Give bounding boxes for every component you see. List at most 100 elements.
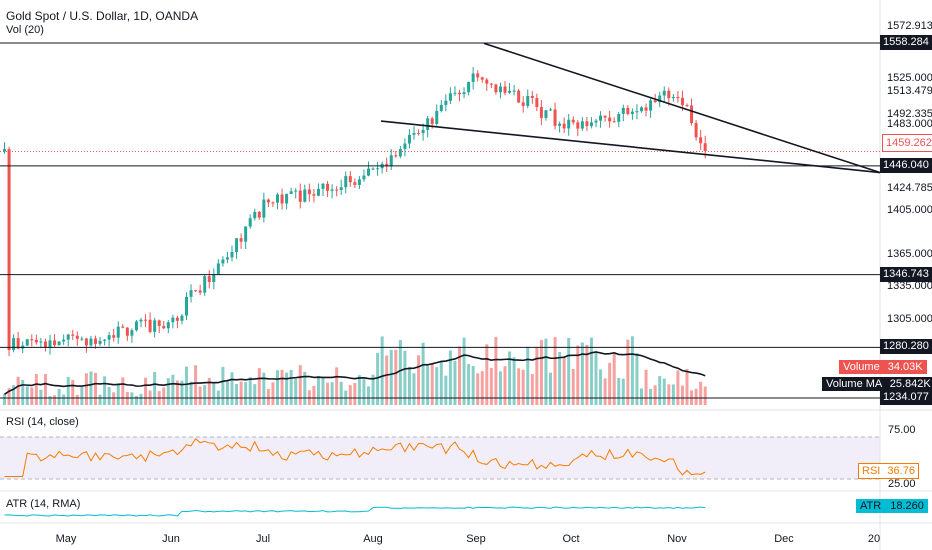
rsi-line [4,438,706,477]
trendline [380,120,881,174]
volume-bar [112,392,116,405]
candle-body [348,176,352,183]
volume-bar [430,363,434,405]
candle-body [567,119,571,129]
candle-body [244,226,248,242]
rsi-indicator-label[interactable]: RSI (14, close) [6,416,79,428]
volume-bar [498,371,502,405]
volume-bar [12,385,16,405]
volume-bar [380,336,384,405]
volume-bar [467,364,471,405]
candle-body [107,335,111,340]
volume-bar [594,350,598,405]
volume-bar [649,388,653,405]
volume-bar [298,365,302,405]
volume-bar [489,367,493,405]
candle-body [471,73,475,82]
level-badge: 1446.040 [880,157,932,173]
volume-bar [294,379,298,405]
volume-bar [230,372,234,405]
time-label: Jun [162,533,180,545]
atr-indicator-label[interactable]: ATR (14, RMA) [6,498,81,510]
rsi-band-fill [0,437,880,479]
candle-body [230,251,234,258]
candle-body [153,320,157,332]
volume-bar [276,370,279,405]
candle-body [685,105,689,107]
time-label: 20 [868,533,880,545]
trendline [483,42,881,174]
candle-body [312,194,316,196]
candle-body [125,327,129,336]
candle-body [7,149,11,351]
candle-body [367,168,370,176]
candle-body [180,315,184,321]
volume-bar [239,381,243,405]
candle-body [508,90,512,93]
volume-bar [107,387,111,405]
volume-bar [189,381,193,405]
volume-bar [121,377,125,405]
volume-bar [553,337,557,405]
candle-body [680,97,684,106]
candle-body [62,339,66,342]
candle-body [658,95,662,103]
candle-body [289,191,293,194]
volume-bar [662,378,666,405]
time-label: Nov [667,533,687,545]
candle-body [225,257,229,260]
candle-body [253,211,257,219]
candle-body [635,111,639,113]
candle-body [562,123,566,129]
volume-bar [62,394,66,405]
candle-body [171,317,175,323]
candle-body [53,340,57,346]
volume-ma-badge-value: 25.842K [889,378,931,390]
candle-body [307,189,311,195]
volume-bar [371,374,375,405]
volume-bar [580,342,584,405]
candle-body [535,98,539,108]
volume-bar [43,374,47,405]
volume-bar [444,375,448,405]
volume-indicator-label[interactable]: Vol (20) [6,24,44,36]
volume-bar [589,337,593,405]
volume-bar [412,373,416,405]
price-tick: 1572.913 [887,20,932,32]
price-tick: 1405.000 [887,203,932,216]
volume-bar [89,371,93,405]
candle-body [503,86,507,93]
candle-body [130,330,134,336]
candle-body [571,119,575,123]
chart-title[interactable]: Gold Spot / U.S. Dollar, 1D, OANDA [6,9,199,23]
atr-badge-name: ATR [860,500,882,512]
level-badge: 1280.280 [880,339,932,355]
candle-body [394,155,398,157]
candle-body [239,238,243,242]
atr-badge-value: 18.260 [890,500,924,512]
candle-body [216,263,220,275]
candle-body [640,107,643,112]
volume-bar [658,376,662,405]
volume-bar [312,385,316,405]
volume-bar [321,377,325,405]
volume-bar [530,374,534,405]
volume-bar [194,365,198,405]
candle-body [603,115,607,118]
candle-body [626,107,630,114]
candle-body [371,168,375,170]
candle-body [617,113,621,122]
candle-body [316,188,320,196]
volume-bar [585,344,589,405]
volume-bar [162,387,166,405]
volume-badge-name: Volume [843,361,880,373]
level-badge: 1346.743 [880,266,932,282]
volume-bar [66,376,70,405]
candle-body [644,107,648,111]
volume-bar [476,373,480,405]
volume-bar [134,395,138,405]
candle-body [276,194,279,203]
candle-body [75,335,79,339]
candle-body [671,97,675,99]
